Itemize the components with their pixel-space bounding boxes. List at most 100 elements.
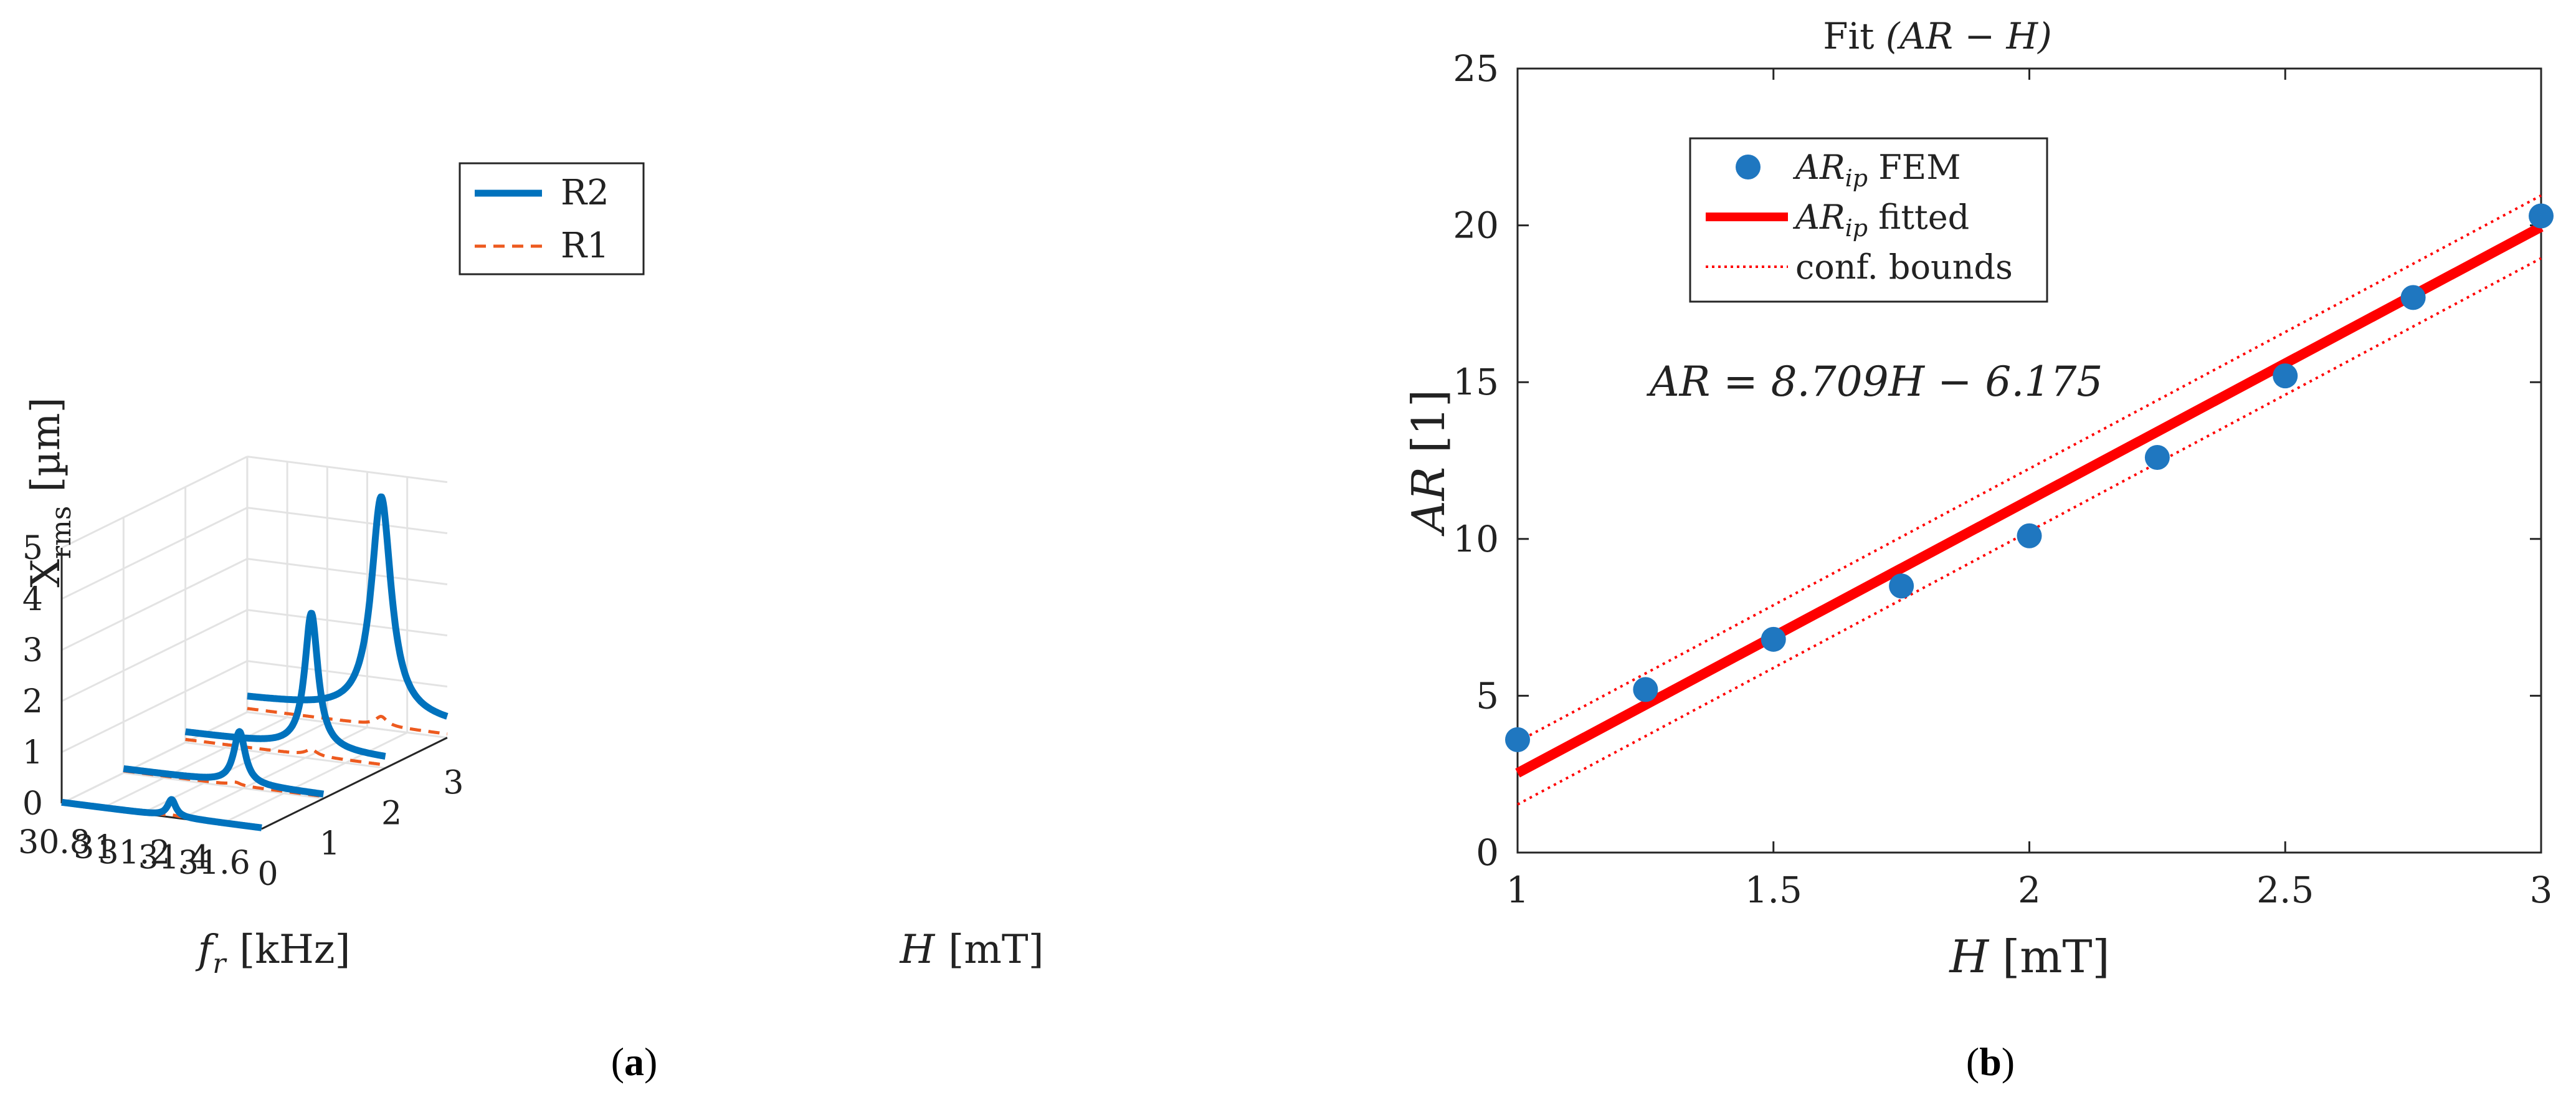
z-tick-label: 0 — [22, 785, 43, 823]
grid-floor-f — [221, 732, 408, 825]
panel-b-fit-plot: Fit (AR − H) 1 1.5 2 2.5 3 0 5 10 15 20 25 AR = 8.… — [1402, 15, 2554, 983]
x-tick-label: 1 — [1506, 869, 1529, 911]
caption-b-letter: b — [1979, 1040, 2002, 1084]
grid-floor-h — [247, 711, 448, 739]
legend-fitted-rest: fitted — [1868, 198, 1969, 237]
panel-b-y-axis-label: AR [1] — [1402, 390, 1455, 537]
panel-b-data-points — [1505, 203, 2554, 752]
z-label-sub: rms — [45, 506, 77, 559]
fem-data-point — [1761, 626, 1786, 652]
legend-fitted-sub: ip — [1845, 214, 1868, 242]
grid-back-z — [247, 507, 448, 535]
x-tick-label: 3 — [2530, 869, 2553, 911]
y-tick-label: 5 — [1476, 674, 1499, 717]
y-label-unit: [mT] — [948, 927, 1043, 973]
panel-b-title: Fit (AR − H) — [1823, 15, 2051, 57]
y-tick-label: 3 — [443, 765, 463, 802]
z-tick-label: 5 — [22, 530, 43, 567]
z-tick-label: 1 — [22, 734, 43, 772]
title-prefix: Fit — [1823, 15, 1886, 57]
panel-a-z-axis-label: Xrms [µm] — [23, 397, 77, 587]
panel-a-x-axis-label: fr [kHz] — [196, 927, 351, 980]
caption-a-close: ) — [644, 1040, 657, 1084]
fem-data-point — [2144, 444, 2170, 470]
fem-data-point — [2273, 363, 2298, 389]
panel-a-y-axis-label: H [mT] — [899, 927, 1043, 973]
b-x-label-unit: [mT] — [2002, 930, 2109, 983]
panel-b-x-axis-label: H [mT] — [1948, 930, 2109, 983]
confidence-bound-line — [1517, 257, 2542, 806]
caption-a: (a) — [611, 1040, 658, 1084]
grid-back-z — [247, 456, 448, 484]
x-tick-label: 1.5 — [1745, 869, 1802, 911]
caption-a-open: ( — [611, 1040, 624, 1084]
panel-a-curves — [59, 493, 450, 831]
b-x-label-main: H — [1948, 930, 1989, 983]
fem-data-point — [1633, 677, 1658, 702]
z-label-unit: [µm] — [23, 397, 69, 492]
panel-b-equation: AR = 8.709H − 6.175 — [1646, 358, 2103, 406]
caption-a-letter: a — [624, 1040, 644, 1084]
y-label-main: H — [899, 927, 935, 973]
r1-curve — [184, 737, 386, 767]
x-label-sub: r — [212, 948, 227, 980]
z-tick-label: 2 — [22, 683, 43, 720]
y-tick-label: 1 — [320, 825, 340, 863]
panel-b-ticks: 1 1.5 2 2.5 3 0 5 10 15 20 25 — [1453, 47, 2552, 911]
y-tick-label: 25 — [1453, 47, 1499, 90]
y-tick-label: 0 — [1476, 831, 1499, 874]
x-tick-label: 2.5 — [2256, 869, 2314, 911]
legend-r1-label: R1 — [561, 226, 609, 266]
x-tick-label: 2 — [2018, 869, 2041, 911]
grid-side-z — [61, 507, 248, 600]
grid-side-z — [61, 558, 248, 651]
caption-b: (b) — [1966, 1040, 2015, 1084]
panel-a-legend: R2 R1 — [459, 162, 645, 275]
grid-back-z — [247, 609, 448, 637]
y-tick-label: 0 — [257, 856, 278, 893]
legend-fem-marker — [1736, 155, 1761, 179]
x-tick-label: 31.6 — [178, 844, 250, 882]
r2-curve — [244, 493, 450, 720]
legend-fem-rest: FEM — [1868, 148, 1961, 187]
grid-side-z — [61, 456, 248, 549]
r2-curve — [183, 610, 388, 760]
fem-data-point — [1505, 727, 1530, 752]
y-tick-label: 10 — [1453, 518, 1499, 560]
grid-floor-f — [61, 711, 248, 805]
grid-floor-h — [185, 741, 386, 769]
grid-side-z — [61, 609, 248, 702]
x-tick-label: 31.4 — [138, 839, 211, 877]
x-tick-label: 31.2 — [98, 834, 171, 871]
fem-data-point — [2529, 203, 2554, 229]
y-tick-label: 2 — [381, 795, 402, 832]
grid-floor-f — [101, 716, 288, 810]
x-tick-label: 30.8 — [18, 824, 90, 861]
caption-b-close: ) — [2002, 1040, 2015, 1084]
legend-r2-label: R2 — [561, 173, 609, 213]
b-y-label-unit: [1] — [1402, 390, 1455, 453]
x-label-unit: [kHz] — [239, 927, 350, 973]
legend-fem-sub: ip — [1845, 165, 1868, 192]
fem-data-point — [2400, 285, 2426, 310]
x-tick-label: 31 — [74, 829, 115, 866]
y-axis-line — [261, 737, 448, 830]
fem-data-point — [1889, 573, 1914, 599]
y-tick-label: 15 — [1453, 361, 1499, 403]
y-tick-label: 20 — [1453, 204, 1499, 247]
panel-b-legend: ARip FEM ARip fitted conf. bounds — [1689, 137, 2048, 303]
grid-floor-h — [123, 772, 324, 800]
r1-curve — [246, 707, 449, 736]
b-y-label-main: AR — [1402, 467, 1455, 537]
legend-fitted-main: AR — [1792, 198, 1845, 237]
r2-curve — [121, 728, 326, 798]
legend-fem-main: AR — [1792, 148, 1845, 187]
z-tick-label: 4 — [22, 581, 43, 618]
z-label-main: X — [23, 559, 69, 588]
grid-side-z — [61, 660, 248, 753]
r2-curve — [59, 796, 265, 831]
legend-conf-label: conf. bounds — [1795, 247, 2013, 287]
